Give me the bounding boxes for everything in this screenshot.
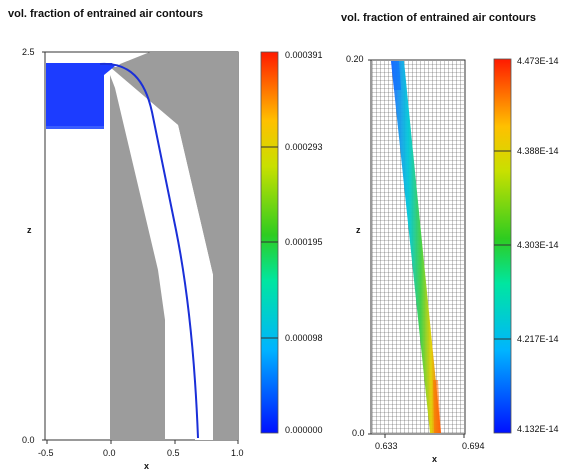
- right-colorbar-label-2: 4.388E-14: [517, 146, 559, 156]
- band-top: [391, 61, 401, 90]
- right-x-tick-2: 0.694: [462, 441, 485, 451]
- left-colorbar-label-1: 0.000391: [285, 50, 323, 60]
- left-x-tick-4: 1.0: [231, 448, 244, 458]
- right-x-tick-1: 0.633: [375, 441, 398, 451]
- right-y-tick-bottom: 0.0: [352, 428, 365, 438]
- band-core: [433, 380, 441, 433]
- right-plot: 0.20 0.0 z 0.633 0.694 x: [346, 54, 485, 464]
- left-x-ticks: [42, 51, 239, 444]
- left-colorbar-label-3: 0.000195: [285, 237, 323, 247]
- left-plot: 2.5 0.0 z -0.5 0.0 0.5 1.0 x: [22, 47, 244, 471]
- left-x-tick-2: 0.0: [103, 448, 116, 458]
- right-colorbar-label-1: 4.473E-14: [517, 56, 559, 66]
- left-solid-region: [110, 52, 238, 440]
- left-x-axis-label: x: [144, 461, 149, 471]
- inner-solid-region: [110, 75, 165, 440]
- left-plot-title: vol. fraction of entrained air contours: [8, 8, 203, 20]
- right-colorbar-label-3: 4.303E-14: [517, 240, 559, 250]
- right-y-axis-label: z: [356, 225, 361, 235]
- jet-streamline: [99, 62, 199, 439]
- right-plot-title: vol. fraction of entrained air contours: [341, 12, 536, 24]
- left-colorbar-label-4: 0.000098: [285, 333, 323, 343]
- right-colorbar: 4.473E-14 4.388E-14 4.303E-14 4.217E-14 …: [493, 56, 559, 434]
- left-y-tick-top: 2.5: [22, 47, 35, 57]
- fluid-block: [46, 63, 115, 128]
- left-colorbar-label-5: 0.000000: [285, 425, 323, 435]
- left-y-axis-label: z: [27, 225, 32, 235]
- air-fraction-band: [391, 61, 441, 433]
- right-gap: [160, 110, 213, 440]
- right-x-axis-label: x: [432, 454, 437, 464]
- right-colorbar-label-4: 4.217E-14: [517, 334, 559, 344]
- left-x-tick-3: 0.5: [167, 448, 180, 458]
- left-y-tick-bottom: 0.0: [22, 435, 35, 445]
- right-y-tick-top: 0.20: [346, 54, 364, 64]
- right-colorbar-label-5: 4.132E-14: [517, 424, 559, 434]
- left-colorbar-label-2: 0.000293: [285, 142, 323, 152]
- left-colorbar: 0.000391 0.000293 0.000195 0.000098 0.00…: [260, 50, 323, 435]
- fluid-block-cap: [46, 126, 104, 129]
- left-x-tick-1: -0.5: [38, 448, 54, 458]
